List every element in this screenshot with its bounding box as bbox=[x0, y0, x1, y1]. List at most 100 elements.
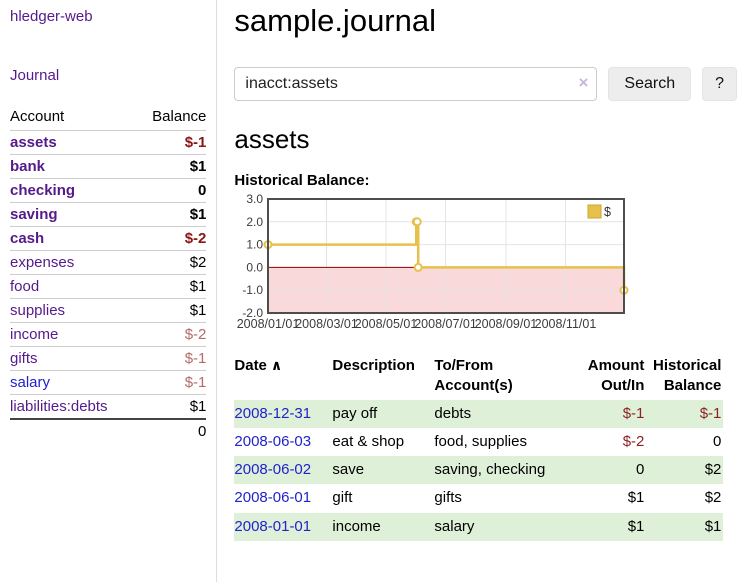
clear-search-icon[interactable]: × bbox=[578, 73, 589, 92]
account-balance: $1 bbox=[189, 206, 207, 223]
account-balance: $-1 bbox=[184, 374, 207, 391]
transaction-balance: 0 bbox=[713, 432, 722, 450]
search-input[interactable] bbox=[234, 67, 598, 101]
svg-text:0.0: 0.0 bbox=[247, 260, 264, 274]
accounts-total-row: 0 bbox=[10, 419, 207, 443]
account-row: cash $-2 bbox=[10, 226, 207, 251]
account-row: gifts $-1 bbox=[10, 346, 207, 371]
account-link[interactable]: gifts bbox=[10, 350, 38, 367]
svg-text:2008/03/01: 2008/03/01 bbox=[296, 317, 359, 331]
register-col-balance: Historical Balance bbox=[653, 357, 722, 395]
register-row[interactable]: 2008-06-01 gift gifts $1 $2 bbox=[234, 484, 723, 512]
account-balance: $1 bbox=[189, 398, 207, 415]
sidebar: hledger-web Journal Account Balance asse… bbox=[0, 0, 218, 582]
transaction-date: 2008-12-31 bbox=[234, 400, 332, 428]
register-col-date[interactable]: Date ∧ bbox=[234, 357, 283, 374]
account-balance: $2 bbox=[189, 254, 207, 271]
svg-text:$: $ bbox=[604, 205, 611, 219]
page-title: sample.journal bbox=[234, 3, 436, 38]
register-header-row: Date ∧ Description To/From Account(s) Amo… bbox=[234, 353, 723, 400]
account-link[interactable]: bank bbox=[10, 158, 46, 175]
transaction-accounts: food, supplies bbox=[434, 432, 527, 450]
account-link[interactable]: saving bbox=[10, 206, 58, 223]
register-table: Date ∧ Description To/From Account(s) Amo… bbox=[234, 353, 724, 541]
account-link[interactable]: income bbox=[10, 326, 59, 343]
transaction-date-link[interactable]: 2008-12-31 bbox=[234, 404, 312, 422]
transaction-date-link[interactable]: 2008-06-03 bbox=[234, 432, 312, 450]
transaction-balance: $1 bbox=[704, 517, 722, 535]
register-row[interactable]: 2008-01-01 income salary $1 $1 bbox=[234, 512, 724, 541]
transaction-date-link[interactable]: 2008-06-01 bbox=[234, 489, 312, 507]
register-row[interactable]: 2008-06-03 eat & shop food, supplies $-2 0 bbox=[234, 428, 723, 456]
account-row: expenses $2 bbox=[10, 250, 207, 275]
search-input-wrap: × bbox=[234, 67, 598, 101]
account-link[interactable]: expenses bbox=[10, 254, 75, 271]
account-link[interactable]: salary bbox=[10, 374, 51, 391]
transaction-balance: $2 bbox=[704, 461, 722, 478]
transaction-date: 2008-06-03 bbox=[234, 428, 332, 456]
transaction-amount: $1 bbox=[627, 489, 645, 507]
historical-balance-chart: $3.0 2.0 1.0 0.0 -1.0 -2.0 2008/01/01 2008/03/0… bbox=[234, 194, 737, 336]
account-link[interactable]: cash bbox=[10, 230, 45, 247]
transaction-balance: $-1 bbox=[699, 404, 722, 422]
transaction-amount: $-2 bbox=[622, 432, 645, 450]
transaction-description: gift bbox=[332, 489, 353, 507]
transaction-date-link[interactable]: 2008-01-01 bbox=[234, 517, 312, 535]
account-link[interactable]: checking bbox=[10, 182, 76, 199]
svg-text:2008/07/01: 2008/07/01 bbox=[415, 317, 478, 331]
account-link[interactable]: supplies bbox=[10, 302, 66, 319]
accounts-total-value: 0 bbox=[198, 423, 207, 440]
svg-text:2008/09/01: 2008/09/01 bbox=[475, 317, 538, 331]
account-link[interactable]: food bbox=[10, 278, 40, 295]
account-balance: $1 bbox=[189, 158, 207, 175]
search-form: × Search ? bbox=[234, 67, 737, 101]
account-row: saving $1 bbox=[10, 202, 207, 227]
transaction-accounts: gifts bbox=[434, 489, 462, 507]
register-row[interactable]: 2008-12-31 pay off debts $-1 $-1 bbox=[234, 399, 724, 428]
transaction-description: pay off bbox=[332, 404, 378, 422]
svg-text:3.0: 3.0 bbox=[247, 194, 264, 206]
transaction-description: eat & shop bbox=[332, 432, 405, 450]
chart-label: Historical Balance: bbox=[234, 172, 370, 189]
account-row: supplies $1 bbox=[10, 298, 207, 323]
account-balance: $-1 bbox=[184, 350, 207, 367]
brand: hledger-web bbox=[10, 8, 206, 25]
register-row[interactable]: 2008-06-02 save saving, checking 0 $2 bbox=[234, 456, 724, 485]
nav-journal-link[interactable]: Journal bbox=[10, 67, 60, 84]
account-row: checking 0 bbox=[10, 178, 207, 203]
account-balance: $-2 bbox=[184, 230, 207, 247]
transaction-accounts: salary bbox=[434, 517, 475, 535]
svg-text:2008/11/01: 2008/11/01 bbox=[535, 317, 597, 331]
transaction-amount: $1 bbox=[627, 517, 645, 535]
account-balance: $1 bbox=[189, 278, 207, 295]
svg-text:-1.0: -1.0 bbox=[243, 283, 264, 297]
svg-text:-2.0: -2.0 bbox=[243, 306, 264, 320]
help-button[interactable]: ? bbox=[702, 67, 737, 101]
account-row: income $-2 bbox=[10, 322, 207, 347]
register-col-amount: Amount Out/In bbox=[587, 357, 645, 395]
brand-link[interactable]: hledger-web bbox=[10, 8, 93, 25]
account-balance: $-2 bbox=[184, 326, 207, 343]
account-row: salary $-1 bbox=[10, 370, 207, 395]
account-title: assets bbox=[234, 124, 310, 154]
account-balance: $1 bbox=[189, 302, 207, 319]
svg-text:2008/05/01: 2008/05/01 bbox=[355, 317, 418, 331]
transaction-balance: $2 bbox=[704, 489, 722, 507]
transaction-description: save bbox=[332, 461, 365, 478]
main-content: sample.journal × Search ? assets Histori… bbox=[217, 0, 742, 582]
accounts-col-account: Account bbox=[10, 108, 65, 125]
account-link[interactable]: assets bbox=[10, 134, 57, 151]
transaction-amount: 0 bbox=[636, 461, 645, 478]
account-row: assets $-1 bbox=[10, 130, 207, 155]
transaction-accounts: debts bbox=[434, 404, 472, 422]
register-col-description: Description bbox=[332, 357, 415, 374]
transaction-description: income bbox=[332, 517, 381, 535]
register-col-accounts: To/From Account(s) bbox=[434, 357, 513, 395]
transaction-amount: $-1 bbox=[622, 404, 645, 422]
account-link[interactable]: liabilities:debts bbox=[10, 398, 108, 415]
sort-asc-icon: ∧ bbox=[270, 357, 283, 373]
account-row: liabilities:debts $1 bbox=[10, 394, 207, 420]
svg-text:1.0: 1.0 bbox=[247, 238, 264, 252]
search-button[interactable]: Search bbox=[608, 67, 692, 101]
transaction-date-link[interactable]: 2008-06-02 bbox=[234, 461, 312, 478]
